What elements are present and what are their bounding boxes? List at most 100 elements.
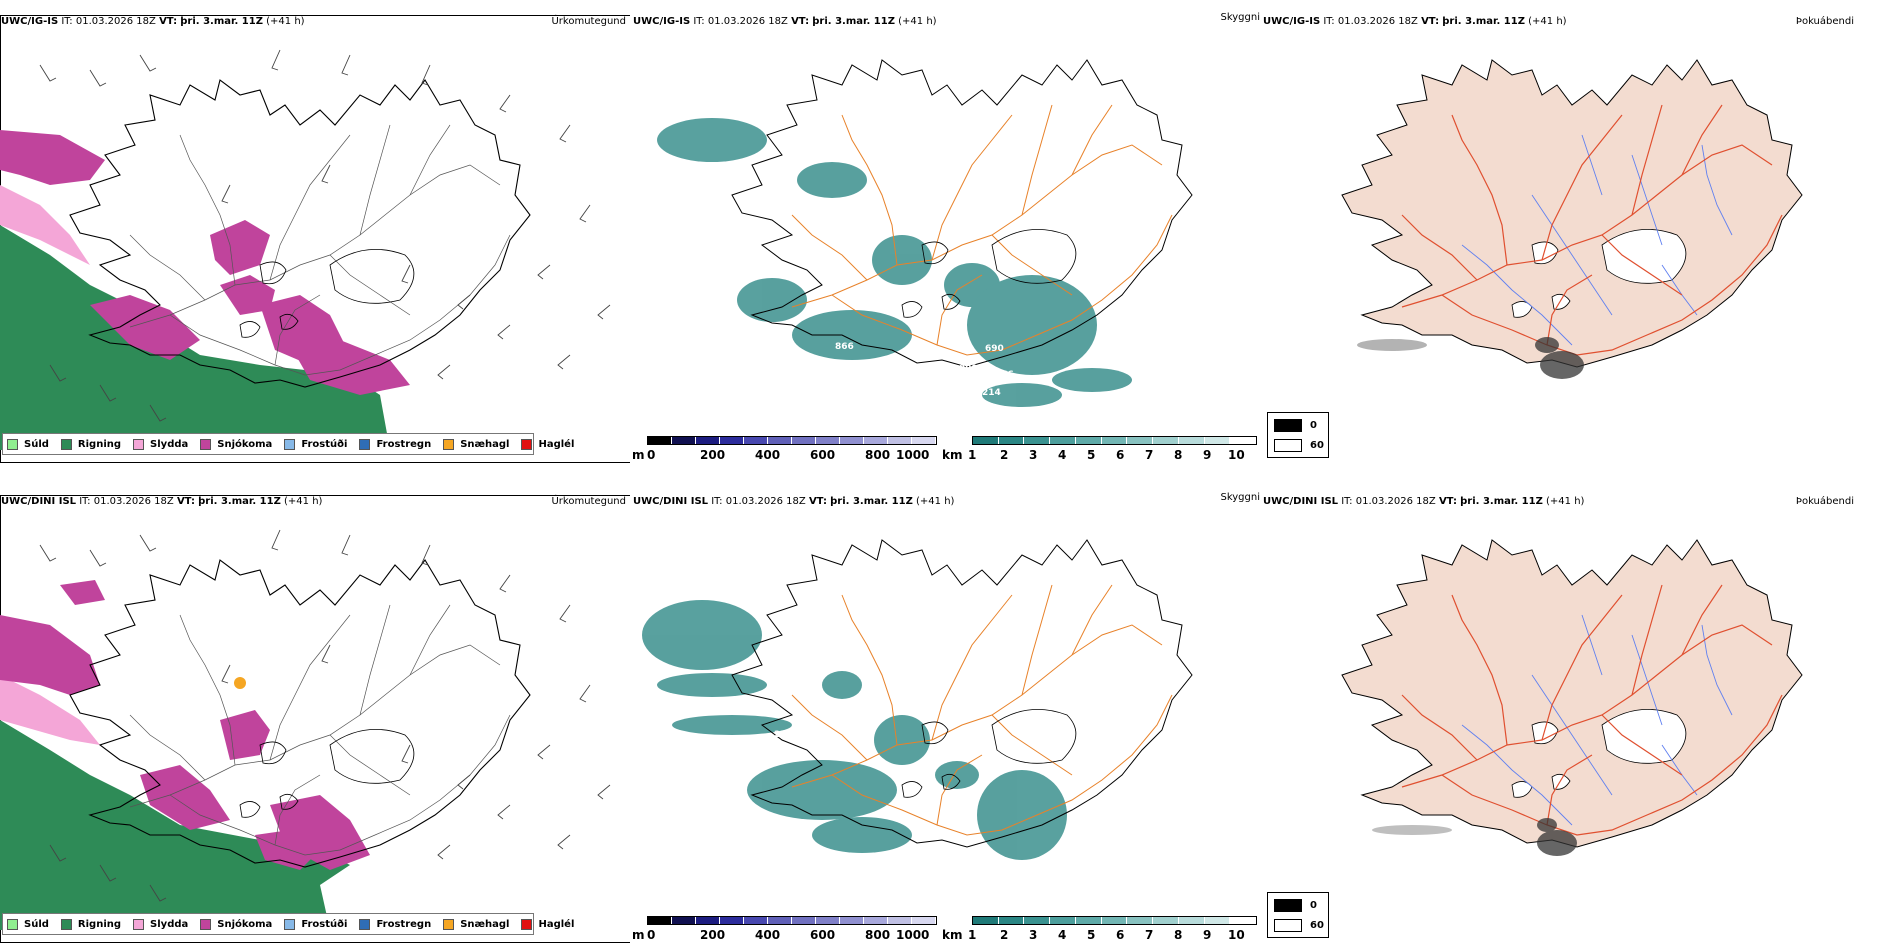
cloud-visibility-panel-bottom: UWC/DINI ISL IT: 01.03.2026 18Z VT: þri.… [632, 490, 1262, 950]
colorbar-tick: 2 [1000, 928, 1009, 942]
precip-legend: Súld Rigning Slydda Snjókoma Frostúði Fr… [2, 433, 574, 455]
init-time: 01.03.2026 18Z [1355, 496, 1436, 507]
legend-swatch [284, 438, 296, 450]
graupel-area [234, 677, 246, 689]
valid-time: þri. 3.mar. 11Z [1460, 496, 1543, 507]
precip-map [0, 529, 611, 930]
panel-header: UWC/IG-IS IT: 01.03.2026 18Z VT: þri. 3.… [633, 16, 937, 27]
valid-time: þri. 3.mar. 11Z [830, 496, 913, 507]
legend-item: Rigning [60, 918, 121, 930]
legend-swatch [60, 438, 72, 450]
fog-legend-item: 0 [1274, 899, 1317, 912]
legend-label: Frostregn [376, 438, 432, 450]
colorbar-tick: 6 [1116, 928, 1125, 942]
it-label: IT: [1341, 496, 1353, 507]
legend-label: Frostúði [301, 918, 348, 930]
legend-item: Snjókoma [200, 438, 273, 450]
colorbar-unit: m [632, 448, 645, 462]
legend-item: Frostregn [359, 438, 432, 450]
legend-item: Súld [7, 918, 49, 930]
colorbar-tick: 1000 [896, 448, 930, 462]
vt-label: VT: [1421, 16, 1440, 27]
fog-map [1341, 539, 1803, 856]
wind-barbs [39, 529, 611, 902]
vt-label: VT: [808, 496, 827, 507]
model-name: UWC/DINI ISL [633, 496, 709, 507]
colorbar-tick: 2 [1000, 448, 1009, 462]
init-time: 01.03.2026 18Z [707, 16, 788, 27]
snow-area [220, 275, 275, 315]
legend-item: Snjókoma [200, 918, 272, 930]
fog-legend-swatch [1274, 439, 1302, 452]
model-name: UWC/IG-IS [1263, 16, 1321, 27]
precip-type-panel-top: UWC/IG-IS IT: 01.03.2026 18Z VT: þri. 3.… [0, 10, 630, 485]
colorbar-tick: 200 [700, 448, 726, 462]
colorbar-tick: 400 [755, 448, 781, 462]
colorbar-tick: 4 [1058, 928, 1067, 942]
land [1341, 539, 1803, 848]
legend-swatch [7, 918, 18, 930]
legend-item: Slydda [133, 438, 189, 450]
legend-swatch [359, 438, 371, 450]
visibility-areas [657, 118, 1132, 407]
lead-time: (+41 h) [284, 496, 323, 507]
model-name: UWC/DINI ISL [1263, 496, 1339, 507]
lead-time: (+41 h) [898, 16, 937, 27]
cloudbase-label: 182 [955, 384, 974, 394]
panel-header: UWC/DINI ISL IT: 01.03.2026 18Z VT: þri.… [1263, 496, 1584, 507]
panel-header: UWC/DINI ISL IT: 01.03.2026 18Z VT: þri.… [1, 496, 322, 507]
coastline [731, 59, 1193, 368]
legend-item: Frostregn [359, 918, 431, 930]
valid-time: þri. 3.mar. 11Z [812, 16, 895, 27]
colorbar-tick: 1000 [896, 928, 930, 942]
it-label: IT: [79, 496, 91, 507]
cloudbase-label: 372 [802, 356, 821, 366]
lead-time: (+41 h) [266, 16, 305, 27]
snow-area [0, 615, 100, 695]
precip-legend: Súld Rigning Slydda Snjókoma Frostúði Fr… [2, 913, 574, 935]
panel-header: UWC/IG-IS IT: 01.03.2026 18Z VT: þri. 3.… [1263, 16, 1567, 27]
cloudbase-label: 366 [995, 370, 1014, 380]
legend-swatch [200, 438, 212, 450]
it-label: IT: [711, 496, 723, 507]
legend-swatch [359, 918, 371, 930]
legend-label: Frostúði [301, 438, 348, 450]
init-time: 01.03.2026 18Z [1337, 16, 1418, 27]
cloudbase-colorbar: m 0 200 400 600 800 1000 [632, 436, 942, 466]
fog-map [1341, 59, 1803, 379]
colorbar-tick: 6 [1116, 448, 1125, 462]
panel-header: UWC/DINI ISL IT: 01.03.2026 18Z VT: þri.… [633, 496, 954, 507]
snow-area [290, 340, 410, 395]
colorbar-unit: km [942, 928, 963, 942]
wind-barbs [39, 49, 611, 422]
colorbar-tick: 0 [647, 928, 656, 942]
fog-legend-swatch [1274, 419, 1302, 432]
colorbar-tick: 3 [1029, 448, 1038, 462]
legend-swatch [7, 438, 18, 450]
legend-swatch [284, 918, 296, 930]
colorbar-strip [647, 916, 937, 925]
legend-label: Slydda [150, 438, 189, 450]
colorbar-unit: m [632, 928, 645, 942]
it-label: IT: [1323, 16, 1335, 27]
valid-time: þri. 3.mar. 11Z [198, 496, 281, 507]
fog-legend: 0 60 [1267, 412, 1329, 458]
colorbar-strip [647, 436, 937, 445]
colorbar-tick: 3 [1029, 928, 1038, 942]
colorbar-strip [972, 916, 1257, 925]
legend-label: Snjókoma [217, 438, 273, 450]
colorbar-tick: 1 [968, 928, 977, 942]
colorbar-tick: 5 [1087, 928, 1096, 942]
cloudbase-label: 690 [985, 344, 1004, 354]
legend-label: Haglél [538, 918, 575, 930]
colorbar-tick: 400 [755, 928, 781, 942]
legend-label: Slydda [150, 918, 189, 930]
lead-time: (+41 h) [1528, 16, 1567, 27]
cloud-map: 255 119 204 [642, 539, 1193, 880]
fog-legend-label: 60 [1310, 440, 1324, 451]
legend-label: Snæhagl [460, 918, 510, 930]
visibility-colorbar: km 1 2 3 4 5 6 7 8 9 10 [942, 916, 1262, 946]
sleet-area [0, 675, 100, 745]
cloudbase-label: 999 [959, 364, 978, 374]
vt-label: VT: [791, 16, 810, 27]
